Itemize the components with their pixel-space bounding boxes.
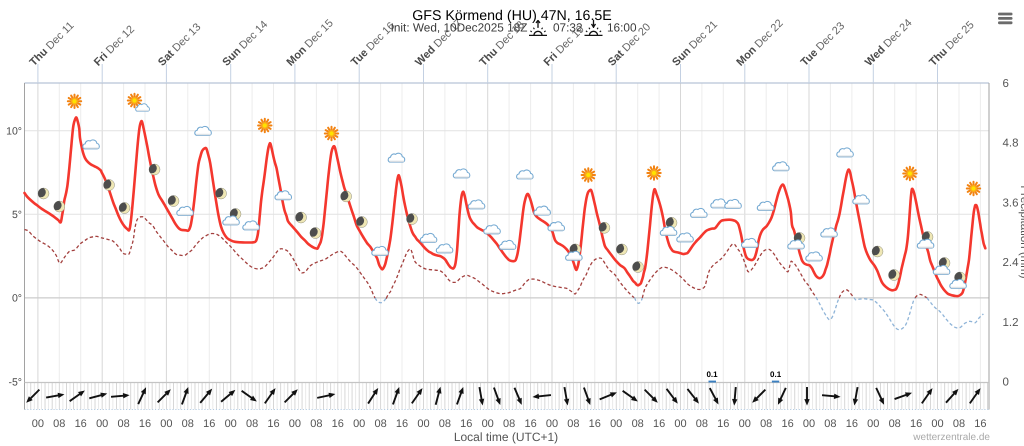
svg-text:00: 00 bbox=[289, 418, 301, 430]
svg-text:Precipitation (mm): Precipitation (mm) bbox=[1018, 185, 1024, 278]
svg-text:16: 16 bbox=[332, 418, 344, 430]
svg-text:Init: Wed, 10Dec2025 18Z: Init: Wed, 10Dec2025 18Z bbox=[391, 21, 528, 35]
svg-text:16: 16 bbox=[524, 418, 536, 430]
svg-text:08: 08 bbox=[632, 418, 644, 430]
svg-text:3.6: 3.6 bbox=[1003, 197, 1019, 209]
svg-text:08: 08 bbox=[889, 418, 901, 430]
svg-text:08: 08 bbox=[117, 418, 129, 430]
svg-text:GFS Körmend (HU) 47N, 16.5E: GFS Körmend (HU) 47N, 16.5E bbox=[412, 8, 611, 24]
svg-text:10°: 10° bbox=[6, 126, 22, 138]
svg-text:00: 00 bbox=[931, 418, 943, 430]
svg-text:08: 08 bbox=[567, 418, 579, 430]
svg-text:16: 16 bbox=[396, 418, 408, 430]
svg-text:08: 08 bbox=[246, 418, 258, 430]
svg-text:16:00: 16:00 bbox=[607, 21, 637, 35]
svg-text:07:32: 07:32 bbox=[553, 21, 583, 35]
svg-text:5°: 5° bbox=[12, 209, 22, 221]
svg-text:6: 6 bbox=[1003, 78, 1009, 90]
svg-text:08: 08 bbox=[503, 418, 515, 430]
svg-text:00: 00 bbox=[610, 418, 622, 430]
svg-text:16: 16 bbox=[781, 418, 793, 430]
svg-text:0.1: 0.1 bbox=[770, 370, 782, 379]
svg-text:00: 00 bbox=[546, 418, 558, 430]
svg-text:4.8: 4.8 bbox=[1003, 138, 1019, 150]
svg-text:00: 00 bbox=[32, 418, 44, 430]
svg-text:08: 08 bbox=[760, 418, 772, 430]
svg-text:00: 00 bbox=[96, 418, 108, 430]
svg-text:08: 08 bbox=[374, 418, 386, 430]
svg-text:00: 00 bbox=[353, 418, 365, 430]
svg-text:16: 16 bbox=[203, 418, 215, 430]
svg-text:08: 08 bbox=[53, 418, 65, 430]
svg-text:08: 08 bbox=[182, 418, 194, 430]
svg-text:00: 00 bbox=[417, 418, 429, 430]
svg-text:-5°: -5° bbox=[8, 376, 22, 388]
svg-text:0°: 0° bbox=[12, 293, 22, 305]
svg-text:16: 16 bbox=[267, 418, 279, 430]
svg-text:1.2: 1.2 bbox=[1003, 317, 1019, 329]
svg-text:08: 08 bbox=[824, 418, 836, 430]
svg-text:00: 00 bbox=[482, 418, 494, 430]
svg-text:08: 08 bbox=[953, 418, 965, 430]
svg-text:16: 16 bbox=[589, 418, 601, 430]
svg-text:00: 00 bbox=[867, 418, 879, 430]
svg-text:08: 08 bbox=[696, 418, 708, 430]
svg-text:08: 08 bbox=[439, 418, 451, 430]
svg-text:16: 16 bbox=[653, 418, 665, 430]
svg-text:0: 0 bbox=[1003, 377, 1009, 389]
svg-text:00: 00 bbox=[739, 418, 751, 430]
svg-text:00: 00 bbox=[803, 418, 815, 430]
svg-text:00: 00 bbox=[674, 418, 686, 430]
svg-text:0.1: 0.1 bbox=[706, 370, 718, 379]
svg-text:00: 00 bbox=[160, 418, 172, 430]
svg-text:16: 16 bbox=[910, 418, 922, 430]
svg-text:08: 08 bbox=[310, 418, 322, 430]
svg-text:2.4: 2.4 bbox=[1003, 257, 1020, 269]
svg-text:16: 16 bbox=[460, 418, 472, 430]
svg-text:16: 16 bbox=[846, 418, 858, 430]
svg-text:00: 00 bbox=[225, 418, 237, 430]
svg-text:16: 16 bbox=[974, 418, 986, 430]
svg-text:16: 16 bbox=[717, 418, 729, 430]
svg-text:Local time (UTC+1): Local time (UTC+1) bbox=[454, 430, 558, 444]
svg-text:wetterzentrale.de: wetterzentrale.de bbox=[912, 432, 990, 443]
svg-text:16: 16 bbox=[75, 418, 87, 430]
svg-text:16: 16 bbox=[139, 418, 151, 430]
